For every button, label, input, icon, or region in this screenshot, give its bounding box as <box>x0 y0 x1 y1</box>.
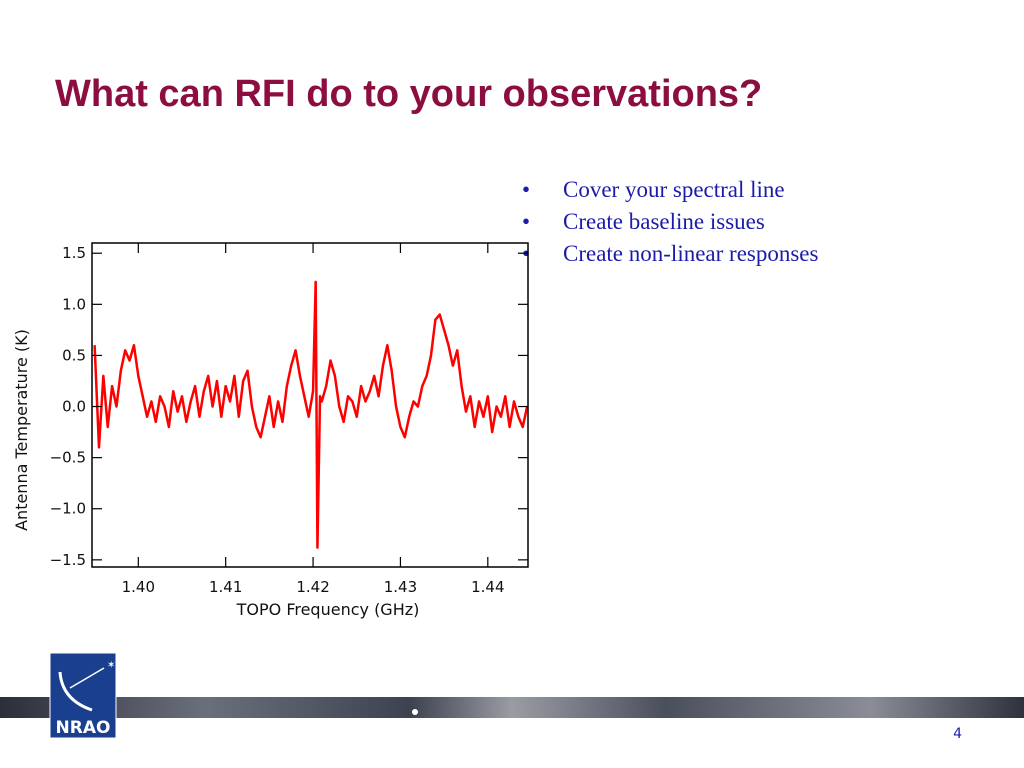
logo-star: ✶ <box>107 660 115 671</box>
x-tick-label: 1.44 <box>471 578 504 596</box>
bullet-dot: • <box>522 209 530 234</box>
y-tick-label: 1.0 <box>62 295 86 313</box>
bullet-list: • Cover your spectral line • Create base… <box>522 177 819 266</box>
logo-dish <box>58 671 93 712</box>
page-number: 4 <box>953 726 962 742</box>
x-tick-label: 1.43 <box>384 578 417 596</box>
y-tick-label: 1.5 <box>62 244 86 262</box>
chart: −1.5 −1.0 −0.5 0.0 0.5 1.0 1.5 1.40 1.41 1.42 1.43… <box>12 242 529 619</box>
bullet-text: Cover your spectral line <box>563 177 785 202</box>
y-tick-label: 0.0 <box>62 398 86 416</box>
logo-box <box>49 652 117 739</box>
y-tick-label: −1.5 <box>50 551 86 569</box>
logo: ✶ NRAO <box>49 652 117 739</box>
x-tick-label: 1.40 <box>122 578 155 596</box>
y-tick-label: −0.5 <box>50 449 86 467</box>
bullet-text: Create non-linear responses <box>563 241 819 266</box>
star <box>412 709 418 715</box>
x-tick-label: 1.41 <box>209 578 242 596</box>
x-axis-label: TOPO Frequency (GHz) <box>236 600 420 619</box>
bullet-dot: • <box>522 177 530 202</box>
footer-band <box>0 697 1024 718</box>
logo-beam <box>69 667 105 689</box>
slide-title: What can RFI do to your observations? <box>55 73 762 115</box>
data-line <box>93 280 529 549</box>
y-axis-label: Antenna Temperature (K) <box>12 329 31 531</box>
y-tick-label: −1.0 <box>50 500 86 518</box>
logo-text: NRAO <box>56 718 111 738</box>
bullet-text: Create baseline issues <box>563 209 765 234</box>
plot-frame <box>91 242 529 568</box>
y-tick-label: 0.5 <box>62 346 86 364</box>
x-tick-label: 1.42 <box>296 578 329 596</box>
